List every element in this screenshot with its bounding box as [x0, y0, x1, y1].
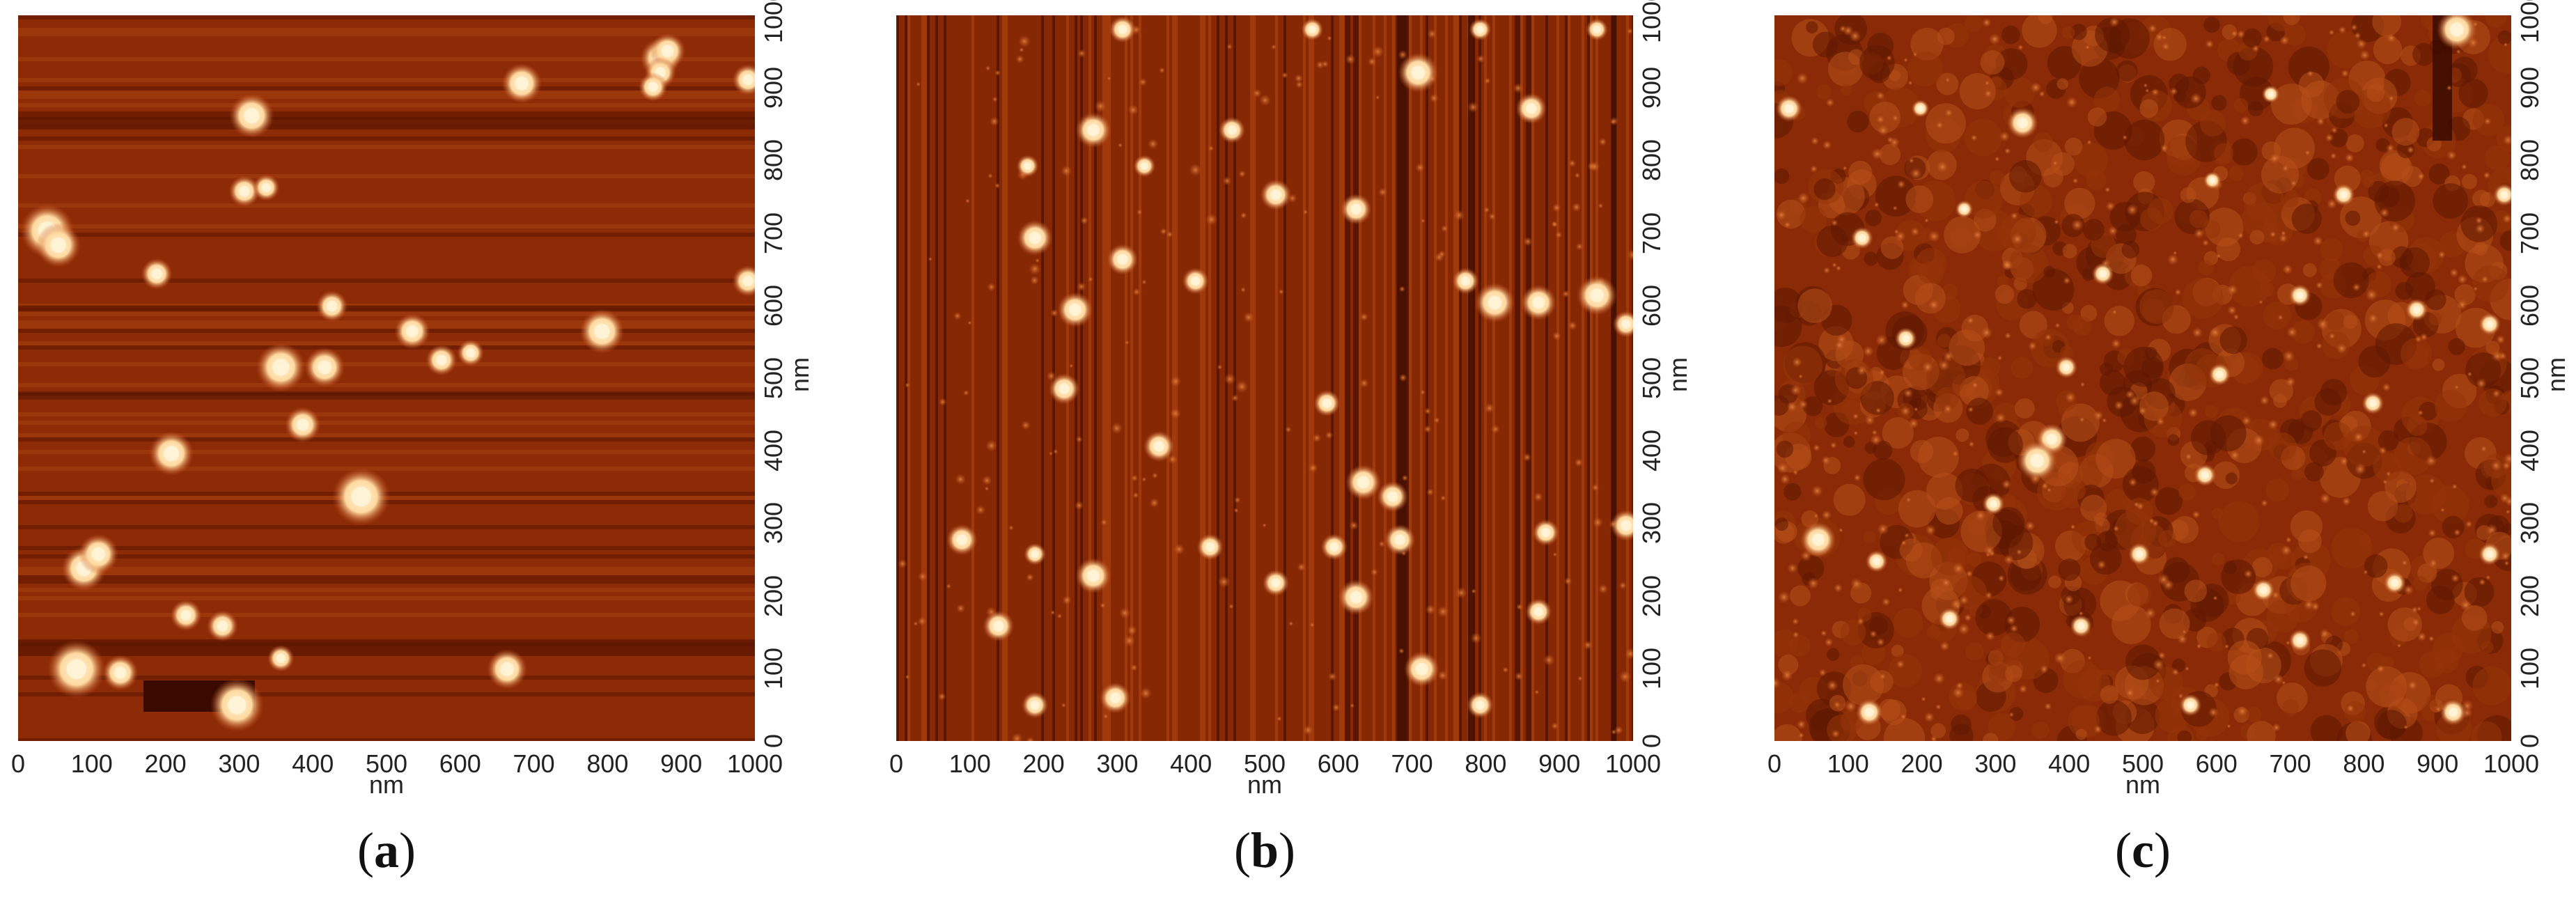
x-tick-label: 900 — [1538, 749, 1581, 778]
x-axis-unit: nm — [368, 770, 405, 799]
y-tick-label: 800 — [2515, 139, 2544, 182]
y-tick-label: 0 — [1637, 733, 1666, 748]
x-tick-label: 200 — [1022, 749, 1065, 778]
y-tick-label: 300 — [2515, 502, 2544, 545]
x-tick-label: 100 — [70, 749, 113, 778]
y-tick-label: 200 — [2515, 575, 2544, 617]
x-tick-label: 400 — [2048, 749, 2091, 778]
y-tick-label: 600 — [759, 284, 788, 327]
x-tick-label: 800 — [2343, 749, 2385, 778]
y-tick-label: 900 — [1637, 67, 1666, 109]
y-tick-label: 900 — [2515, 67, 2544, 109]
x-tick-label: 1000 — [1605, 749, 1662, 778]
y-tick-label: 100 — [759, 647, 788, 689]
y-tick-label: 600 — [1637, 284, 1666, 327]
x-tick-label: 100 — [949, 749, 991, 778]
y-tick-label: 400 — [1637, 430, 1666, 472]
y-tick-label: 800 — [1637, 139, 1666, 182]
x-tick-label: 300 — [1974, 749, 2017, 778]
y-axis-unit: nm — [786, 357, 814, 392]
y-tick-label: 200 — [759, 575, 788, 617]
y-tick-label: 800 — [759, 139, 788, 182]
y-tick-label: 1000 — [1637, 0, 1666, 43]
afm-height-map-b — [896, 15, 1633, 741]
y-tick-label: 400 — [759, 430, 788, 472]
afm-image-c — [1774, 15, 2511, 741]
x-tick-label: 500 — [2121, 749, 2164, 778]
y-tick-label: 700 — [759, 212, 788, 254]
x-tick-label: 600 — [439, 749, 481, 778]
x-tick-label: 300 — [218, 749, 260, 778]
y-tick-label: 0 — [759, 733, 788, 748]
y-tick-label: 900 — [759, 67, 788, 109]
x-axis-unit: nm — [1247, 770, 1283, 799]
afm-image-b — [896, 15, 1633, 741]
x-tick-label: 800 — [586, 749, 629, 778]
x-tick-label: 700 — [513, 749, 555, 778]
x-tick-label: 300 — [1096, 749, 1139, 778]
y-tick-label: 100 — [1637, 647, 1666, 689]
x-tick-label: 200 — [144, 749, 187, 778]
x-tick-label: 600 — [1317, 749, 1359, 778]
y-tick-label: 500 — [2515, 357, 2544, 399]
x-tick-label: 900 — [660, 749, 703, 778]
x-tick-label: 900 — [2417, 749, 2459, 778]
x-tick-label: 0 — [1767, 749, 1782, 778]
afm-height-map-c — [1774, 15, 2511, 741]
x-tick-label: 200 — [1900, 749, 1943, 778]
x-tick-label: 500 — [1243, 749, 1286, 778]
x-tick-label: 1000 — [2483, 749, 2540, 778]
y-tick-label: 300 — [759, 502, 788, 545]
y-tick-label: 600 — [2515, 284, 2544, 327]
x-tick-label: 100 — [1827, 749, 1869, 778]
y-tick-label: 0 — [2515, 733, 2544, 748]
panel-label-c: (c) — [2115, 822, 2171, 878]
x-tick-label: 800 — [1465, 749, 1507, 778]
y-tick-label: 500 — [1637, 357, 1666, 399]
x-tick-label: 400 — [1170, 749, 1212, 778]
afm-height-map-a — [18, 15, 755, 741]
panel-label-a: (a) — [357, 822, 416, 878]
y-tick-label: 300 — [1637, 502, 1666, 545]
panel-label-b: (b) — [1233, 822, 1296, 878]
x-tick-label: 700 — [2269, 749, 2311, 778]
x-axis-unit: nm — [2125, 770, 2161, 799]
x-tick-label: 0 — [10, 749, 26, 778]
y-tick-label: 500 — [759, 357, 788, 399]
y-axis-unit: nm — [2542, 357, 2570, 392]
x-tick-label: 500 — [365, 749, 408, 778]
y-tick-label: 200 — [1637, 575, 1666, 617]
x-tick-label: 600 — [2195, 749, 2238, 778]
afm-image-a — [18, 15, 755, 741]
y-tick-label: 100 — [2515, 647, 2544, 689]
y-tick-label: 400 — [2515, 430, 2544, 472]
y-tick-label: 1000 — [759, 0, 788, 43]
x-tick-label: 0 — [889, 749, 904, 778]
x-tick-label: 700 — [1391, 749, 1433, 778]
x-tick-label: 400 — [292, 749, 334, 778]
y-axis-unit: nm — [1664, 357, 1692, 392]
y-tick-label: 700 — [2515, 212, 2544, 254]
y-tick-label: 700 — [1637, 212, 1666, 254]
y-tick-label: 1000 — [2515, 0, 2544, 43]
x-tick-label: 1000 — [726, 749, 783, 778]
